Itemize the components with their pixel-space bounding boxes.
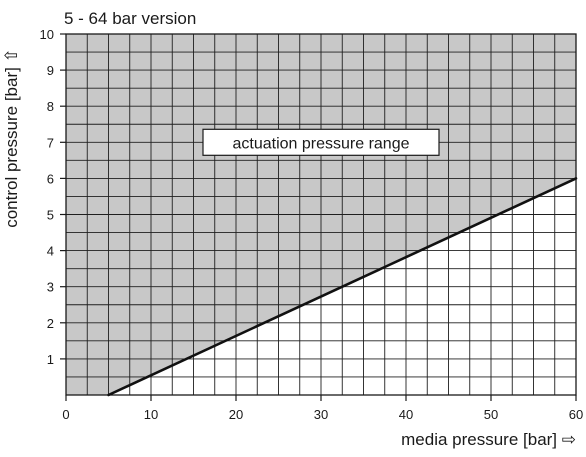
y-tick-label: 10	[40, 27, 54, 42]
annotation-layer: actuation pressure range	[202, 128, 440, 156]
y-tick-label: 1	[47, 352, 54, 367]
plot-area: 0 10 20 30 40 50 60 1 2 3 4 5 6 7 8 9 10	[40, 27, 584, 422]
y-axis-title: control pressure [bar] ⇧	[2, 48, 21, 228]
y-tick-label: 3	[47, 280, 54, 295]
x-tick-label: 30	[314, 407, 328, 422]
x-axis-title: media pressure [bar] ⇨	[401, 430, 576, 449]
y-tick-label: 6	[47, 171, 54, 186]
x-tick-label: 50	[484, 407, 498, 422]
y-tick-label: 5	[47, 208, 54, 223]
chart-title: 5 - 64 bar version	[64, 9, 196, 28]
actuation-boundary-line	[107, 177, 578, 397]
x-tick-label: 20	[229, 407, 243, 422]
x-tick-label: 60	[569, 407, 583, 422]
y-tick-label: 4	[47, 244, 54, 259]
annotation-label: actuation pressure range	[233, 135, 410, 152]
x-tick-label: 0	[62, 407, 69, 422]
y-tick-label: 2	[47, 316, 54, 331]
y-tick-label: 9	[47, 63, 54, 78]
y-tick-label: 8	[47, 99, 54, 114]
x-tick-label: 40	[399, 407, 413, 422]
x-tick-label: 10	[144, 407, 158, 422]
annotation-box	[202, 128, 440, 156]
y-tick-label: 7	[47, 135, 54, 150]
